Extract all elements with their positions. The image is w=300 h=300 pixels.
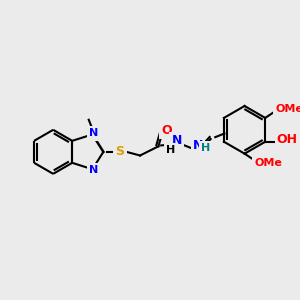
Text: O: O — [161, 124, 172, 137]
Text: H: H — [202, 143, 211, 153]
Text: N: N — [89, 128, 98, 139]
Text: OMe: OMe — [275, 104, 300, 114]
Text: N: N — [193, 139, 203, 152]
Text: H: H — [166, 145, 175, 155]
Text: S: S — [116, 145, 124, 158]
Text: OMe: OMe — [254, 158, 282, 168]
Text: OH: OH — [277, 134, 298, 146]
Text: N: N — [172, 134, 182, 147]
Text: N: N — [89, 165, 98, 175]
